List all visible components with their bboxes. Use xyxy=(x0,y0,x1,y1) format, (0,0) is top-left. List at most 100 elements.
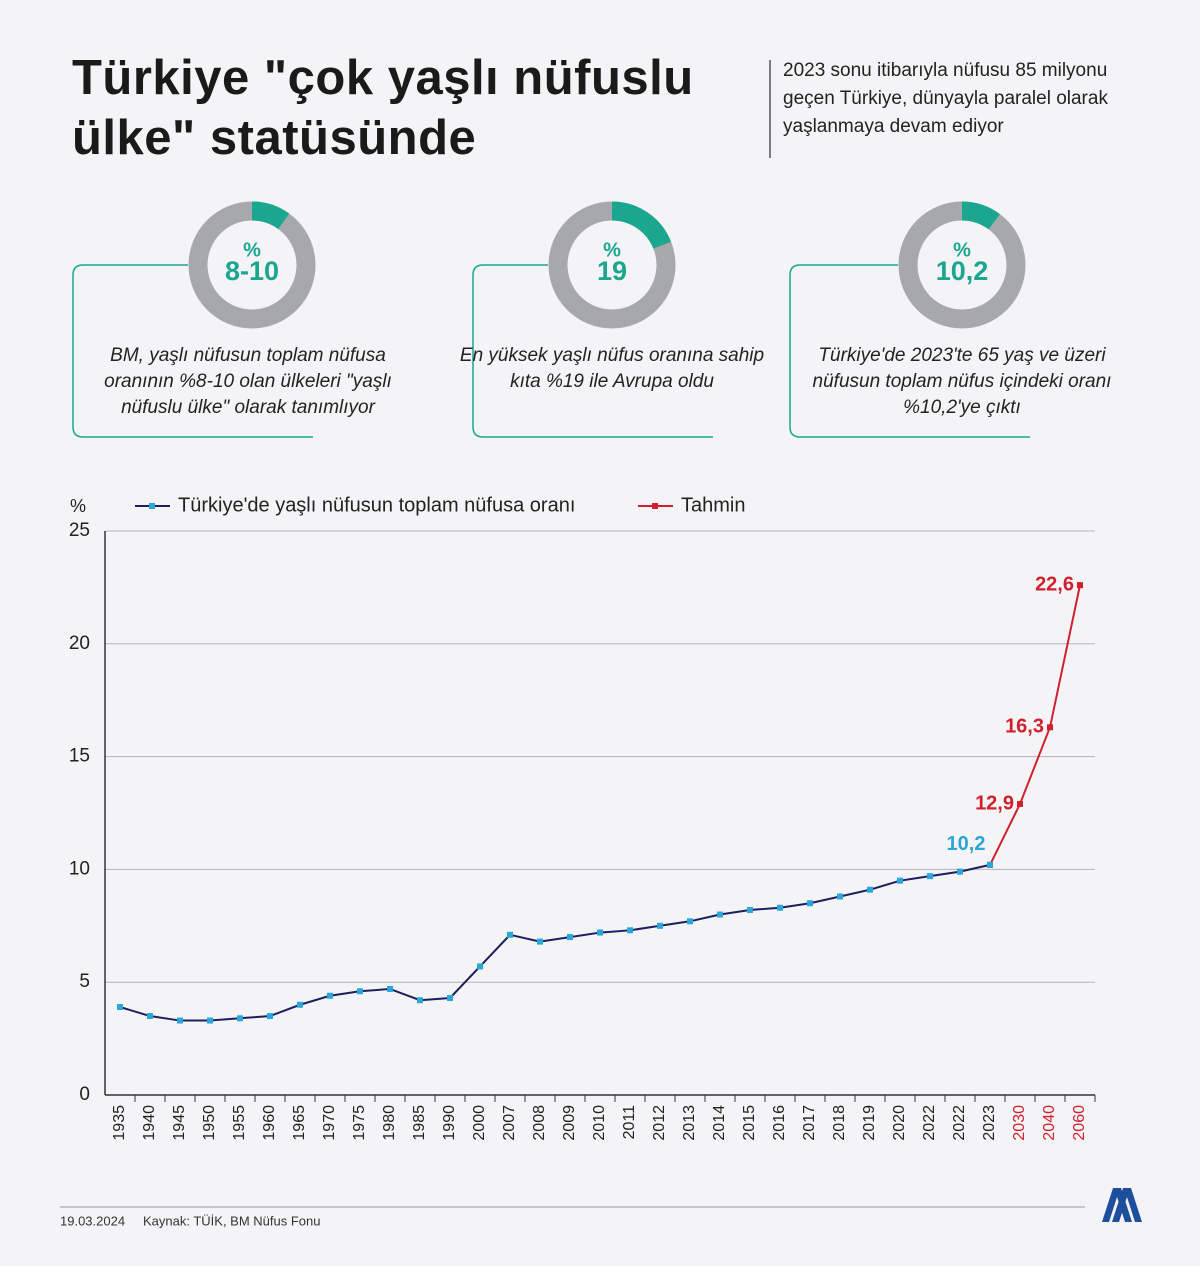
x-tick-label: 2022 xyxy=(921,1105,938,1141)
title: Türkiye "çok yaşlı nüfuslu ülke" statüsü… xyxy=(72,51,694,165)
x-tick-label: 2023 xyxy=(981,1105,998,1141)
x-tick-label: 2019 xyxy=(861,1105,878,1141)
data-point xyxy=(267,1013,273,1020)
footer-source: Kaynak: TÜİK, BM Nüfus Fonu xyxy=(143,1213,321,1228)
data-point xyxy=(387,985,393,992)
data-point xyxy=(627,927,633,934)
y-tick-label: 20 xyxy=(69,633,90,654)
x-tick-label: 2014 xyxy=(711,1105,728,1141)
data-point xyxy=(897,877,903,884)
data-point xyxy=(777,904,783,911)
value-label: 12,9 xyxy=(975,792,1014,814)
donut-value: 10,2 xyxy=(936,256,989,286)
x-tick-label: 1985 xyxy=(411,1105,428,1141)
data-point xyxy=(507,931,513,938)
legend-marker xyxy=(652,503,658,509)
donut-symbol: % xyxy=(243,239,261,261)
subtitle: 2023 sonu itibarıyla nüfusu 85 milyonu g… xyxy=(783,60,1108,137)
donut-symbol: % xyxy=(953,239,971,261)
x-tick-label: 2010 xyxy=(591,1105,608,1141)
x-tick-label: 2007 xyxy=(501,1105,518,1141)
data-point xyxy=(447,994,453,1001)
x-tick-label: 2020 xyxy=(891,1105,908,1141)
card-text: BM, yaşlı nüfusun toplam nüfusa oranının… xyxy=(104,345,392,418)
x-tick-label: 2018 xyxy=(831,1105,848,1141)
x-tick-label: 2060 xyxy=(1071,1105,1088,1141)
data-point xyxy=(957,868,963,875)
x-tick-label: 2017 xyxy=(801,1105,818,1141)
donut-symbol: % xyxy=(603,239,621,261)
data-point xyxy=(207,1017,213,1024)
y-tick-label: 10 xyxy=(69,858,90,879)
data-point xyxy=(837,893,843,900)
y-tick-label: 15 xyxy=(69,746,90,767)
value-label: 10,2 xyxy=(947,833,986,855)
data-point xyxy=(927,873,933,880)
y-tick-label: 25 xyxy=(69,520,90,541)
data-point xyxy=(687,918,693,925)
x-tick-label: 1990 xyxy=(441,1105,458,1141)
data-point xyxy=(597,929,603,936)
data-point xyxy=(717,911,723,918)
value-label: 22,6 xyxy=(1035,573,1074,595)
x-tick-label: 2013 xyxy=(681,1105,698,1141)
data-point xyxy=(567,934,573,941)
y-tick-label: 0 xyxy=(79,1084,90,1105)
card-text: Türkiye'de 2023'te 65 yaş ve üzeri nüfus… xyxy=(812,345,1112,418)
card-frame xyxy=(72,264,313,438)
data-point xyxy=(237,1015,243,1022)
card-text: En yüksek yaşlı nüfus oranına sahip kıta… xyxy=(459,345,765,392)
y-axis-label: % xyxy=(70,496,86,516)
donut-arc xyxy=(251,201,290,230)
x-tick-label: 1950 xyxy=(201,1105,218,1141)
data-point xyxy=(147,1013,153,1020)
x-tick-label: 1980 xyxy=(381,1105,398,1141)
data-point xyxy=(987,861,993,868)
x-tick-label: 2016 xyxy=(771,1105,788,1141)
series-line xyxy=(119,863,991,1022)
data-point xyxy=(807,900,813,907)
series-line xyxy=(989,584,1081,866)
data-point xyxy=(747,907,753,914)
data-point xyxy=(1047,724,1053,731)
data-point xyxy=(1017,800,1023,807)
data-point xyxy=(537,938,543,945)
x-tick-label: 1965 xyxy=(291,1105,308,1141)
card-frame xyxy=(789,264,1030,438)
x-tick-label: 2030 xyxy=(1011,1105,1028,1141)
data-point xyxy=(867,886,873,893)
x-tick-label: 1955 xyxy=(231,1105,248,1141)
footer-date: 19.03.2024 xyxy=(60,1213,125,1228)
x-tick-label: 1945 xyxy=(171,1105,188,1141)
y-tick-label: 5 xyxy=(79,971,90,992)
value-label: 16,3 xyxy=(1005,716,1044,738)
x-tick-label: 1940 xyxy=(141,1105,158,1141)
data-point xyxy=(297,1001,303,1008)
data-point xyxy=(657,922,663,929)
x-tick-label: 2011 xyxy=(621,1105,638,1140)
x-tick-label: 2040 xyxy=(1041,1105,1058,1141)
logo xyxy=(1102,1188,1142,1222)
x-tick-label: 2000 xyxy=(471,1105,488,1141)
x-tick-label: 1935 xyxy=(111,1105,128,1141)
data-point xyxy=(417,997,423,1004)
x-tick-label: 2008 xyxy=(531,1105,548,1141)
data-point xyxy=(1077,582,1083,589)
data-point xyxy=(177,1017,183,1024)
data-point xyxy=(357,988,363,995)
x-tick-label: 1975 xyxy=(351,1105,368,1141)
x-tick-label: 1970 xyxy=(321,1105,338,1141)
data-point xyxy=(477,963,483,970)
legend-label: Türkiye'de yaşlı nüfusun toplam nüfusa o… xyxy=(178,494,575,516)
legend-marker xyxy=(149,503,155,509)
x-tick-label: 2022 xyxy=(951,1105,968,1141)
x-tick-label: 1960 xyxy=(261,1105,278,1141)
donut-arc xyxy=(611,201,672,250)
donut-value: 8-10 xyxy=(225,256,279,286)
card-frame xyxy=(472,264,713,438)
data-point xyxy=(327,992,333,999)
donut-value: 19 xyxy=(597,256,627,286)
x-tick-label: 2009 xyxy=(561,1105,578,1141)
